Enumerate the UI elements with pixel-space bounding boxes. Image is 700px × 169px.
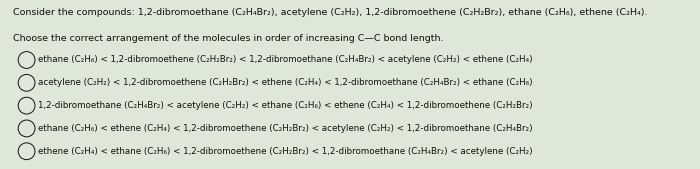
Text: 1,2-dibromoethane (C₂H₄Br₂) < acetylene (C₂H₂) < ethane (C₂H₆) < ethene (C₂H₄) <: 1,2-dibromoethane (C₂H₄Br₂) < acetylene …	[38, 101, 533, 110]
Text: acetylene (C₂H₂) < 1,2-dibromoethene (C₂H₂Br₂) < ethene (C₂H₄) < 1,2-dibromoetha: acetylene (C₂H₂) < 1,2-dibromoethene (C₂…	[38, 78, 533, 87]
Text: ethane (C₂H₆) < 1,2-dibromoethene (C₂H₂Br₂) < 1,2-dibromoethane (C₂H₄Br₂) < acet: ethane (C₂H₆) < 1,2-dibromoethene (C₂H₂B…	[38, 55, 533, 65]
Text: Consider the compounds: 1,2-dibromoethane (C₂H₄Br₂), acetylene (C₂H₂), 1,2-dibro: Consider the compounds: 1,2-dibromoethan…	[13, 8, 647, 17]
Text: Choose the correct arrangement of the molecules in order of increasing C—C bond : Choose the correct arrangement of the mo…	[13, 34, 443, 43]
Text: ethene (C₂H₄) < ethane (C₂H₆) < 1,2-dibromoethene (C₂H₂Br₂) < 1,2-dibromoethane : ethene (C₂H₄) < ethane (C₂H₆) < 1,2-dibr…	[38, 147, 533, 156]
Text: ethane (C₂H₆) < ethene (C₂H₄) < 1,2-dibromoethene (C₂H₂Br₂) < acetylene (C₂H₂) <: ethane (C₂H₆) < ethene (C₂H₄) < 1,2-dibr…	[38, 124, 533, 133]
